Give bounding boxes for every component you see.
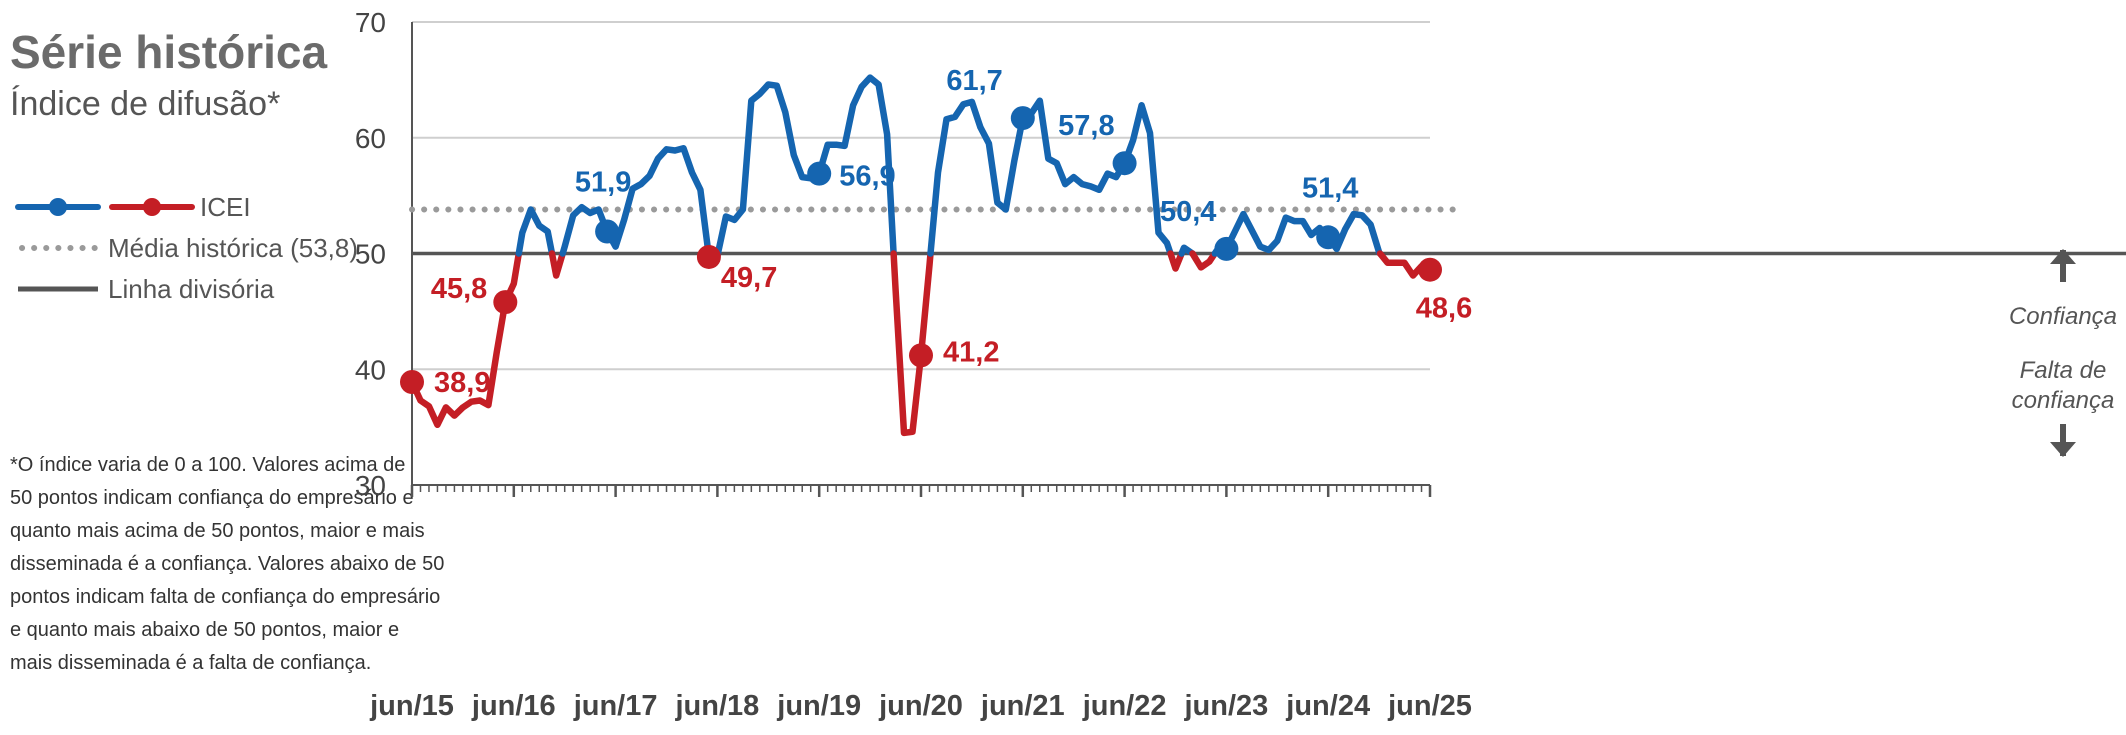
data-marker	[696, 244, 721, 269]
arrow-up-icon	[2050, 249, 2076, 282]
series-segment	[1211, 210, 1384, 257]
x-tick-label: jun/16	[471, 690, 556, 722]
footnote-line-1: *O índice varia de 0 a 100. Valores acim…	[10, 454, 405, 476]
x-tick-label: jun/21	[980, 690, 1065, 722]
legend-mean-label: Média histórica (53,8)	[108, 233, 358, 263]
data-marker	[807, 161, 832, 186]
footnote: *O índice varia de 0 a 100. Valores acim…	[10, 454, 444, 674]
series-segment	[1178, 244, 1196, 257]
legend-series-swatch	[15, 198, 195, 216]
series-segment	[1189, 250, 1219, 271]
data-label: 41,2	[943, 336, 999, 368]
footnote-line-4: disseminada é a confiança. Valores abaix…	[10, 553, 444, 575]
lack-confidence-label-line-1: Falta de	[2020, 357, 2107, 384]
x-tick-label: jun/23	[1183, 690, 1268, 722]
data-label: 51,9	[575, 167, 631, 199]
grid	[412, 21, 1430, 371]
y-tick-label: 60	[355, 123, 386, 154]
axes: 30 40 50 60 70 jun/15 jun/16 jun/17 jun/18 jun/19…	[355, 7, 1472, 722]
series-segment	[927, 97, 1174, 257]
data-label: 57,8	[1058, 110, 1114, 142]
legend-divider-label: Linha divisória	[108, 274, 275, 304]
chart-title: Série histórica	[10, 26, 327, 78]
data-marker	[595, 219, 620, 244]
series-segment	[890, 250, 934, 437]
data-label: 51,4	[1302, 172, 1358, 204]
data-label: 61,7	[946, 65, 1002, 97]
y-tick-label: 70	[355, 7, 386, 38]
data-marker	[493, 290, 518, 315]
chart-subtitle: Índice de difusão*	[10, 85, 280, 123]
data-marker	[1316, 225, 1341, 250]
x-tick-label: jun/18	[674, 690, 759, 722]
series-segment	[559, 144, 712, 257]
x-tick-label: jun/25	[1387, 690, 1472, 722]
confidence-label: Confiança	[2009, 303, 2117, 330]
footnote-line-6: e quanto mais abaixo de 50 pontos, maior…	[10, 619, 399, 641]
x-tick-label: jun/17	[573, 690, 658, 722]
data-marker	[1010, 106, 1035, 131]
y-tick-label: 30	[355, 470, 386, 501]
data-label: 56,9	[839, 161, 895, 193]
data-marker	[1418, 257, 1442, 282]
footnote-line-5: pontos indicam falta de confiança do emp…	[10, 586, 440, 608]
footnote-line-3: quanto mais acima de 50 pontos, maior e …	[10, 520, 425, 542]
x-tick-label: jun/15	[369, 690, 454, 722]
data-marker	[1112, 151, 1137, 176]
x-tick-label: jun/24	[1285, 690, 1370, 722]
x-tick-label: jun/19	[776, 690, 861, 722]
series-icei	[408, 74, 1434, 437]
series-segment	[515, 206, 556, 257]
footnote-line-2: 50 pontos indicam confiança do empresári…	[10, 487, 414, 509]
series-segment	[1167, 250, 1185, 272]
data-marker	[400, 369, 424, 394]
series-segment	[714, 74, 897, 257]
data-labels: 38,9 45,8 51,9 49,7 56,9 41,2 61,7 57,8 50,4 51,4…	[431, 65, 1472, 399]
series-segment	[548, 250, 566, 279]
data-marker	[1214, 236, 1239, 261]
data-label: 38,9	[434, 367, 490, 399]
x-tick-label: jun/20	[878, 690, 963, 722]
legend-series-label: ICEI	[200, 192, 251, 222]
side-annotations: Confiança Falta de confiança	[2009, 249, 2117, 457]
y-tick-label: 50	[355, 239, 386, 270]
data-markers	[400, 106, 1442, 394]
footnote-line-7: mais disseminada é a falta de confiança.	[10, 652, 371, 674]
data-label: 45,8	[431, 273, 487, 305]
lack-confidence-label-line-2: confiança	[2012, 387, 2115, 414]
data-label: 49,7	[721, 262, 777, 294]
data-label: 50,4	[1160, 196, 1216, 228]
y-tick-label: 40	[355, 354, 386, 385]
arrow-down-icon	[2050, 424, 2076, 457]
x-tick-label: jun/22	[1082, 690, 1167, 722]
data-marker	[909, 343, 933, 368]
legend: ICEI Média histórica (53,8) Linha divisó…	[15, 192, 358, 304]
data-label: 48,6	[1416, 293, 1472, 325]
